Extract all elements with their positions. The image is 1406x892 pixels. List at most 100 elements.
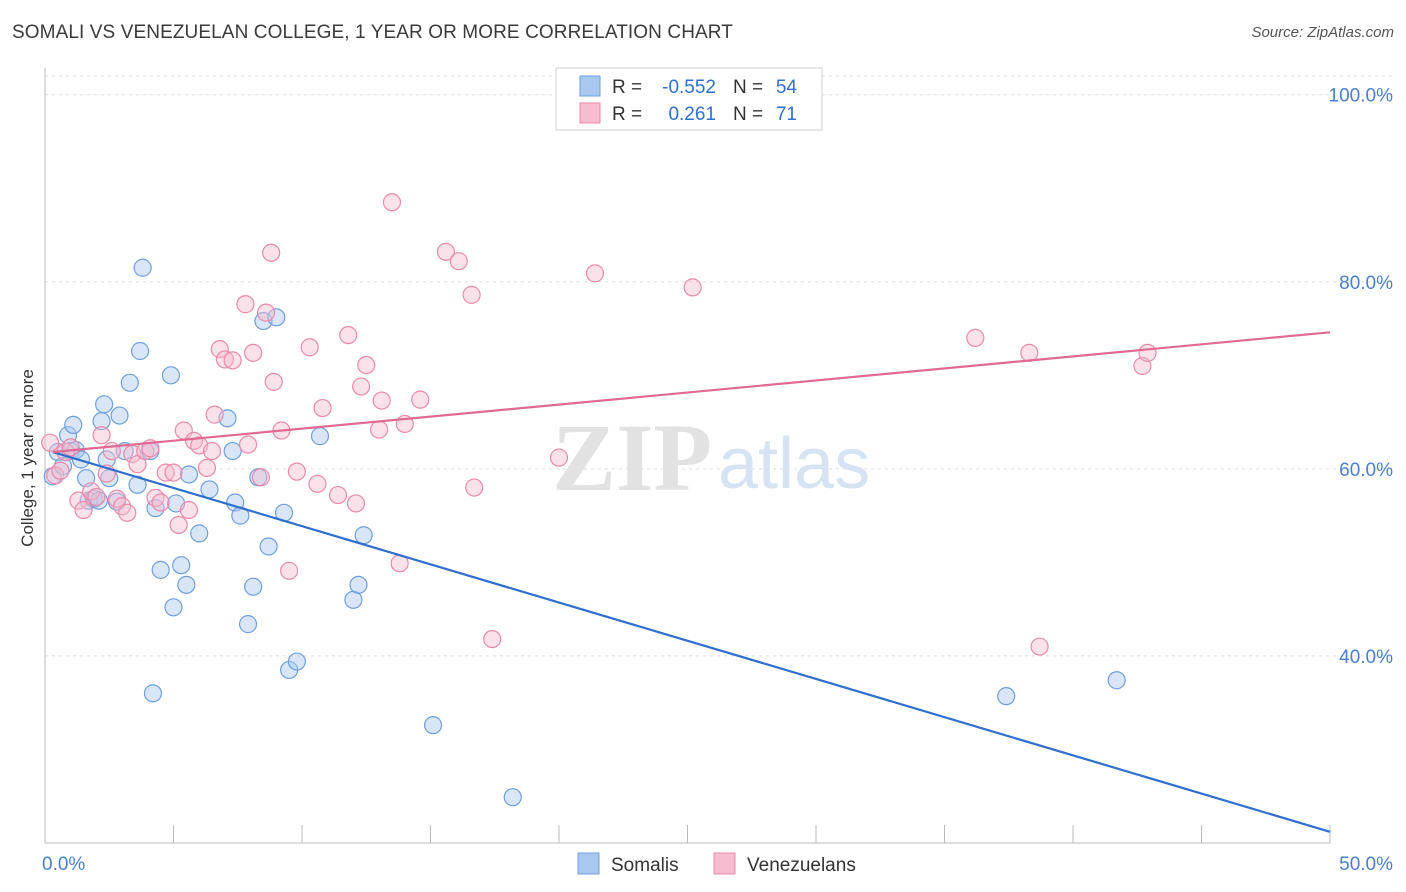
point-somalis-25 bbox=[146, 499, 165, 518]
point-somalis-32 bbox=[179, 465, 199, 484]
y-tick-label-0: 40.0% bbox=[1339, 647, 1393, 668]
legend-swatch-venezuelans bbox=[713, 852, 736, 875]
legend-stats: R = -0.552 N = 54 R = 0.261 N = 71 bbox=[555, 67, 823, 131]
point-somalis-51 bbox=[354, 526, 373, 545]
point-venezuelans-68 bbox=[1030, 637, 1049, 656]
point-venezuelans-50 bbox=[352, 377, 371, 396]
chart-title: SOMALI VS VENEZUELAN COLLEGE, 1 YEAR OR … bbox=[12, 22, 733, 43]
point-venezuelans-2 bbox=[51, 461, 70, 480]
legend-n-label-1: N = bbox=[733, 104, 763, 125]
point-somalis-30 bbox=[172, 556, 191, 575]
point-venezuelans-40 bbox=[264, 372, 283, 391]
point-venezuelans-33 bbox=[223, 351, 242, 370]
point-somalis-44 bbox=[267, 308, 286, 327]
legend-n-label-0: N = bbox=[733, 77, 763, 98]
point-venezuelans-64 bbox=[585, 264, 605, 283]
point-somalis-21 bbox=[130, 341, 150, 361]
point-venezuelans-57 bbox=[411, 390, 430, 409]
y-tick-label-2: 80.0% bbox=[1339, 273, 1393, 294]
point-somalis-36 bbox=[223, 441, 242, 461]
point-somalis-33 bbox=[190, 524, 209, 543]
trend-line-venezuelans bbox=[52, 331, 1331, 454]
point-somalis-43 bbox=[259, 537, 278, 556]
point-venezuelans-35 bbox=[238, 435, 258, 454]
legend-label-somalis: Somalis bbox=[611, 855, 679, 876]
legend-r-value-1: 0.261 bbox=[668, 104, 716, 125]
point-somalis-54 bbox=[997, 687, 1016, 706]
point-venezuelans-5 bbox=[69, 491, 88, 510]
point-somalis-50 bbox=[349, 575, 368, 594]
point-somalis-24 bbox=[143, 684, 163, 703]
point-venezuelans-60 bbox=[462, 285, 481, 304]
point-venezuelans-34 bbox=[236, 295, 255, 314]
legend-n-value-0: 54 bbox=[776, 77, 798, 98]
y-axis-title: College, 1 year or more bbox=[18, 369, 37, 547]
point-somalis-34 bbox=[200, 480, 219, 499]
point-venezuelans-49 bbox=[346, 494, 366, 513]
point-venezuelans-58 bbox=[436, 242, 456, 261]
point-venezuelans-21 bbox=[156, 463, 175, 482]
point-venezuelans-0 bbox=[41, 433, 60, 452]
x-tick-labels: 0.0% 50.0% bbox=[42, 854, 1393, 875]
point-somalis-19 bbox=[120, 373, 139, 392]
point-venezuelans-47 bbox=[328, 485, 348, 505]
point-venezuelans-23 bbox=[169, 515, 188, 535]
point-somalis-40 bbox=[244, 577, 263, 596]
watermark-atlas: atlas bbox=[718, 424, 870, 504]
point-venezuelans-29 bbox=[202, 441, 222, 461]
grid-lines bbox=[45, 75, 1392, 657]
point-venezuelans-54 bbox=[382, 193, 402, 212]
y-tick-label-1: 60.0% bbox=[1339, 460, 1393, 481]
point-somalis-52 bbox=[423, 716, 443, 735]
point-venezuelans-43 bbox=[287, 462, 306, 481]
legend-r-label-1: R = bbox=[612, 104, 642, 125]
point-venezuelans-48 bbox=[339, 325, 358, 345]
point-venezuelans-51 bbox=[357, 355, 376, 375]
point-venezuelans-46 bbox=[313, 398, 332, 418]
legend-series: Somalis Venezuelans bbox=[577, 852, 856, 876]
point-venezuelans-39 bbox=[262, 243, 281, 262]
point-somalis-39 bbox=[238, 615, 258, 634]
point-venezuelans-63 bbox=[549, 448, 569, 467]
point-venezuelans-22 bbox=[164, 463, 183, 482]
trend-line-somalis bbox=[52, 450, 1331, 833]
legend-stats-swatch-0 bbox=[579, 75, 601, 97]
point-somalis-17 bbox=[110, 406, 129, 425]
point-venezuelans-38 bbox=[256, 303, 276, 322]
point-somalis-5 bbox=[64, 415, 83, 434]
point-venezuelans-14 bbox=[118, 503, 137, 522]
point-venezuelans-65 bbox=[683, 278, 702, 297]
point-somalis-31 bbox=[177, 575, 196, 594]
point-venezuelans-9 bbox=[92, 426, 111, 445]
point-venezuelans-6 bbox=[74, 500, 93, 520]
legend-swatch-somalis bbox=[577, 852, 600, 875]
trend-lines bbox=[52, 331, 1331, 833]
point-somalis-22 bbox=[133, 258, 152, 277]
x-tick-label-max: 50.0% bbox=[1339, 854, 1393, 875]
point-venezuelans-70 bbox=[1138, 343, 1157, 362]
point-venezuelans-62 bbox=[483, 629, 502, 649]
watermark-zip: ZIP bbox=[552, 404, 712, 511]
point-venezuelans-66 bbox=[966, 328, 985, 348]
watermark: ZIP atlas bbox=[552, 404, 870, 511]
legend-r-value-0: -0.552 bbox=[662, 77, 716, 98]
point-somalis-26 bbox=[151, 560, 170, 579]
point-venezuelans-42 bbox=[280, 561, 299, 580]
point-venezuelans-36 bbox=[244, 343, 263, 362]
point-venezuelans-61 bbox=[465, 478, 484, 497]
point-venezuelans-7 bbox=[82, 482, 101, 501]
point-venezuelans-52 bbox=[370, 420, 389, 439]
point-venezuelans-20 bbox=[151, 493, 170, 512]
legend-stats-swatch-1 bbox=[579, 102, 601, 124]
point-somalis-27 bbox=[161, 366, 181, 385]
point-venezuelans-25 bbox=[179, 500, 199, 520]
point-somalis-28 bbox=[164, 598, 183, 617]
point-venezuelans-53 bbox=[372, 391, 391, 410]
point-somalis-53 bbox=[503, 788, 522, 807]
point-somalis-47 bbox=[287, 652, 306, 671]
y-tick-label-3: 100.0% bbox=[1329, 86, 1394, 107]
series-venezuelans-points bbox=[41, 193, 1157, 656]
point-venezuelans-4 bbox=[61, 438, 80, 457]
point-venezuelans-45 bbox=[308, 474, 327, 493]
